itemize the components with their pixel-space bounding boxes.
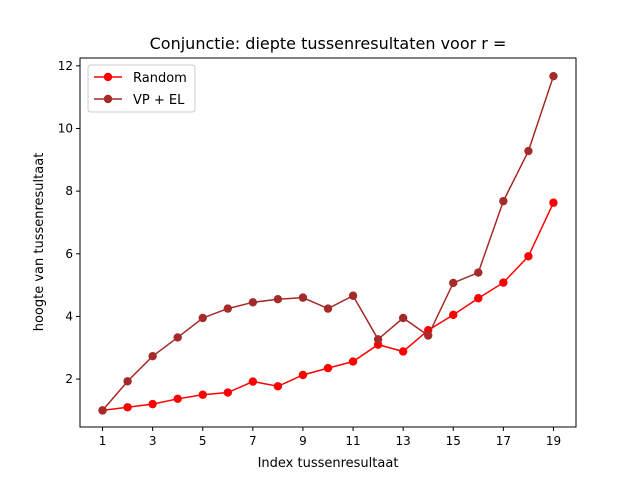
y-axis-label: hoogte van tussenresultaat [32, 153, 47, 332]
data-point [173, 333, 182, 342]
data-point [449, 278, 458, 288]
y-tick-label: 10 [58, 121, 73, 135]
data-point [273, 382, 283, 391]
data-point [499, 278, 508, 287]
data-point [298, 370, 308, 380]
data-point [223, 304, 232, 313]
data-point [148, 352, 157, 361]
data-point [449, 310, 458, 320]
data-point [348, 357, 358, 366]
data-point [474, 268, 483, 277]
data-point [373, 335, 383, 344]
data-point [549, 198, 558, 207]
x-tick-label: 5 [199, 434, 207, 448]
y-tick-label: 12 [58, 59, 73, 73]
legend-label: VP + EL [133, 93, 185, 108]
series-line [101, 75, 555, 411]
y-tick-label: 2 [65, 372, 73, 386]
x-tick-label: 15 [446, 434, 461, 448]
data-point [98, 406, 107, 415]
data-point [173, 394, 182, 404]
data-point [198, 390, 207, 399]
x-axis: 1 3 5 7 9 11 13 15 17 19 [99, 427, 561, 448]
data-point [524, 146, 533, 156]
data-point [123, 403, 132, 412]
plot-frame [79, 57, 577, 428]
x-tick-label: 19 [546, 434, 561, 448]
x-tick-label: 3 [149, 434, 157, 448]
x-tick-label: 1 [99, 434, 107, 448]
legend-label: Random [133, 71, 187, 86]
data-point [248, 298, 258, 307]
legend-marker [103, 72, 113, 82]
data-point [248, 377, 258, 386]
data-point [123, 377, 132, 386]
x-tick-label: 13 [396, 434, 411, 448]
y-tick-label: 4 [65, 309, 73, 323]
data-point [499, 196, 508, 206]
data-point [398, 347, 408, 356]
data-point [549, 71, 558, 81]
x-tick-label: 9 [299, 434, 307, 448]
y-tick-label: 6 [65, 247, 73, 261]
data-point [148, 399, 157, 409]
legend-marker [103, 94, 113, 104]
data-point [348, 291, 358, 300]
x-tick-label: 17 [496, 434, 511, 448]
data-point [474, 294, 483, 303]
x-axis-label: Index tussenresultaat [258, 456, 399, 471]
legend: Random VP + EL [87, 64, 196, 113]
data-point [273, 294, 283, 304]
data-point [298, 293, 308, 302]
data-point [398, 313, 408, 323]
y-axis: 2 4 6 8 10 12 [58, 59, 80, 386]
chart-title: Conjunctie: diepte tussenresultaten voor… [150, 34, 507, 53]
data-point [323, 304, 333, 313]
data-point [223, 388, 232, 397]
data-point [424, 331, 433, 340]
data-point [198, 313, 207, 323]
y-tick-label: 8 [65, 184, 73, 198]
data-point [524, 252, 533, 261]
plot-marks [98, 71, 558, 415]
x-tick-label: 7 [249, 434, 257, 448]
x-tick-label: 11 [345, 434, 360, 448]
data-point [323, 363, 333, 373]
